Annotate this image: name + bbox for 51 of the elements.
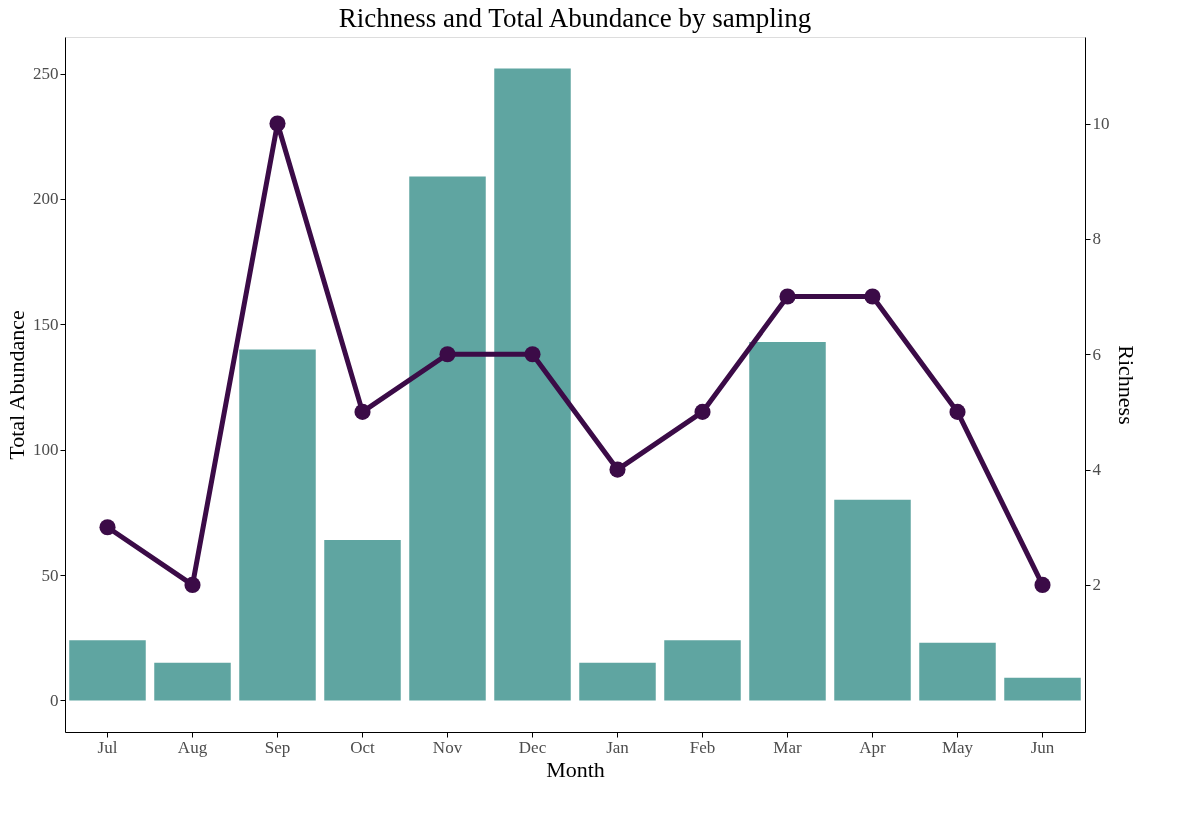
point xyxy=(779,288,796,305)
bar xyxy=(409,176,486,701)
y2-tick-label: 8 xyxy=(1092,229,1101,249)
bar xyxy=(69,640,146,701)
point xyxy=(269,115,286,132)
point xyxy=(99,519,116,536)
y-tick-label: 200 xyxy=(33,189,59,209)
point xyxy=(864,288,881,305)
y-tick-label: 250 xyxy=(33,64,59,84)
y-tick-label: 50 xyxy=(41,565,59,585)
bar xyxy=(239,349,316,701)
point xyxy=(694,403,711,420)
y-tick-label: 0 xyxy=(50,690,59,710)
bar xyxy=(154,662,231,701)
x-tick-label: Aug xyxy=(177,737,208,757)
x-tick-label: Sep xyxy=(264,737,291,757)
point xyxy=(439,346,456,363)
y2-tick-label: 2 xyxy=(1092,575,1101,595)
x-tick-label: Mar xyxy=(773,737,802,757)
bar xyxy=(579,662,656,701)
y-tick-label: 100 xyxy=(33,440,59,460)
point xyxy=(949,403,966,420)
point xyxy=(354,403,371,420)
bar xyxy=(324,539,401,701)
y2-tick-label: 10 xyxy=(1092,114,1110,134)
bar xyxy=(664,640,741,701)
x-axis-title: Month xyxy=(546,756,605,782)
point xyxy=(184,576,201,593)
bar xyxy=(1004,677,1081,701)
y2-tick-label: 6 xyxy=(1092,344,1101,364)
y-axis-title: Total Abundance xyxy=(4,310,29,460)
bar xyxy=(919,642,996,701)
x-tick-label: May xyxy=(941,737,974,757)
bar xyxy=(749,341,826,701)
x-tick-label: Jan xyxy=(606,737,630,757)
bar xyxy=(834,499,911,701)
x-tick-label: Feb xyxy=(689,737,716,757)
y-tick-label: 150 xyxy=(33,314,59,334)
x-tick-label: Oct xyxy=(350,737,376,757)
y2-tick-label: 4 xyxy=(1092,460,1102,480)
x-tick-label: Jul xyxy=(97,737,118,757)
x-tick-label: Dec xyxy=(518,737,547,757)
y2-axis-title: Richness xyxy=(1113,345,1139,425)
bar xyxy=(494,68,571,701)
x-tick-label: Jun xyxy=(1030,737,1055,757)
point xyxy=(609,461,626,478)
point xyxy=(1034,576,1051,593)
x-tick-label: Nov xyxy=(432,737,463,757)
point xyxy=(524,346,541,363)
chart-title: Richness and Total Abundance by sampling xyxy=(338,3,812,33)
x-tick-label: Apr xyxy=(859,737,887,757)
